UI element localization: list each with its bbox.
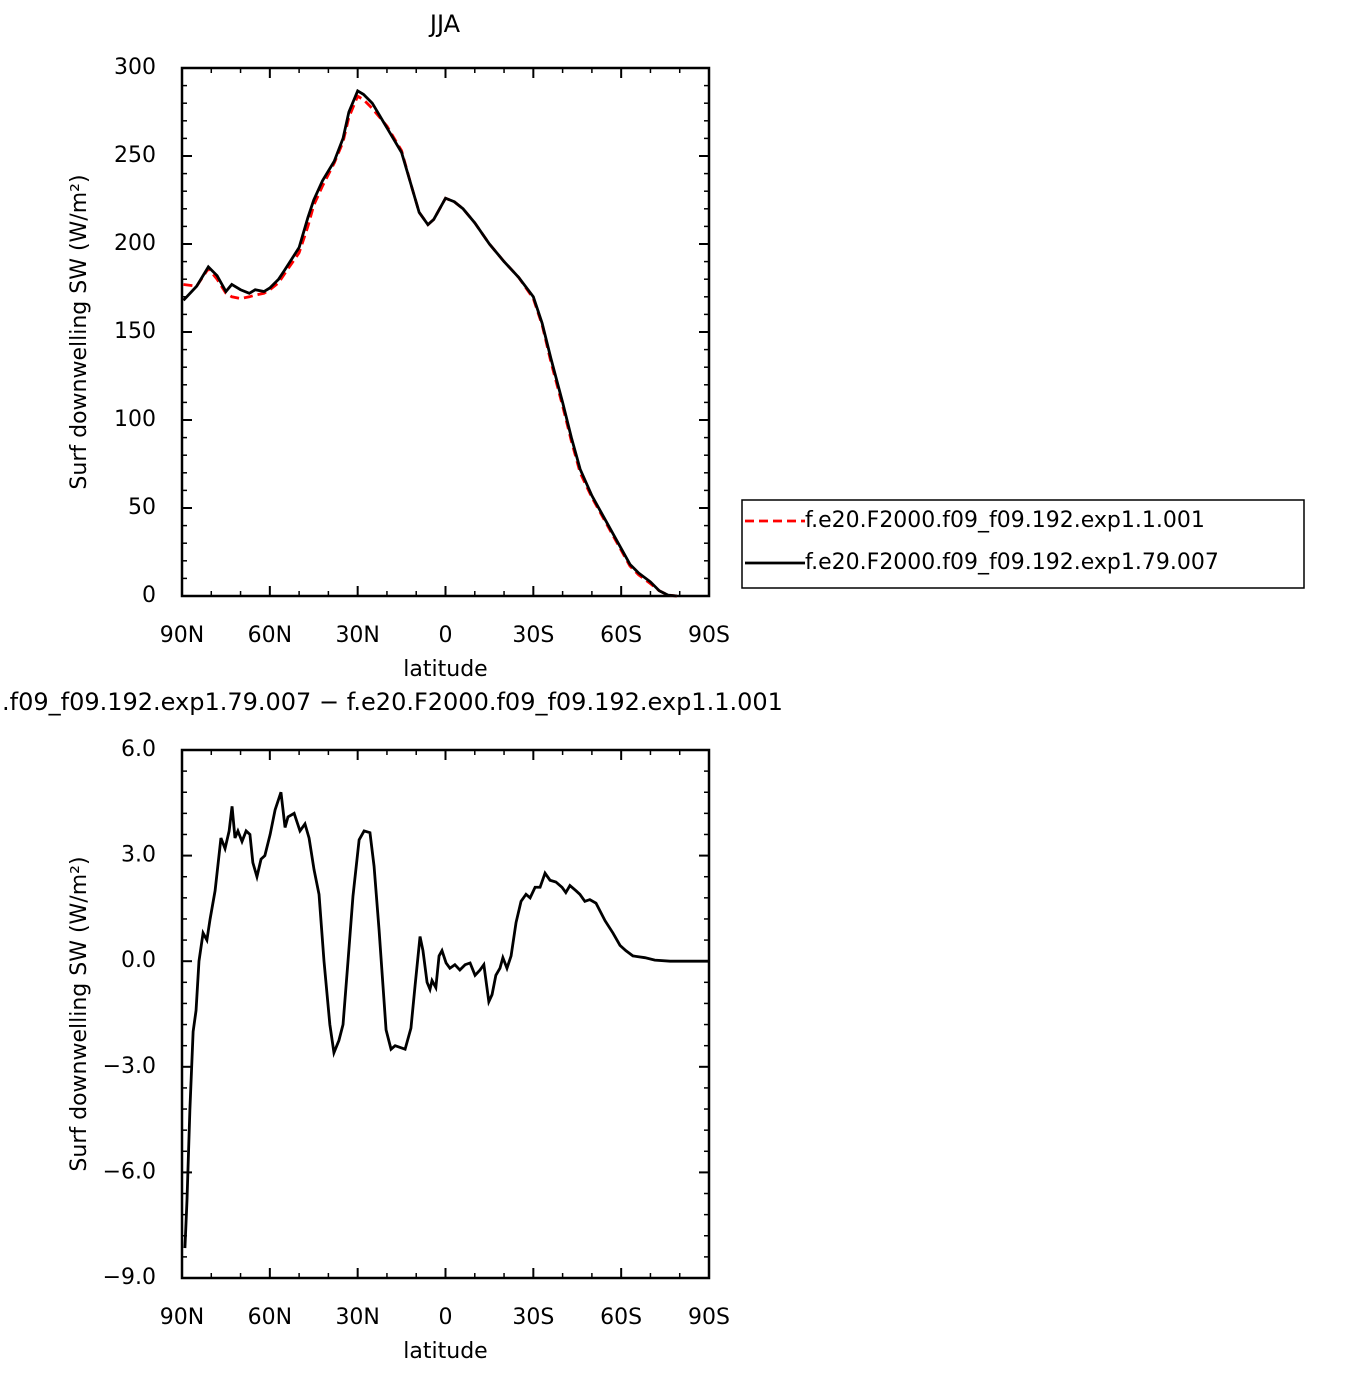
- x-tick-label: 60N: [248, 623, 292, 648]
- plot-frame: [180, 66, 711, 598]
- x-tick-label: 0: [439, 623, 453, 648]
- y-tick-label: −9.0: [103, 1265, 156, 1290]
- x-tick-label: 30S: [512, 623, 554, 648]
- plot-frame: [180, 748, 711, 1280]
- y-tick-label: −3.0: [103, 1054, 156, 1079]
- y-tick-label: 250: [114, 143, 156, 168]
- y-tick-label: −6.0: [103, 1159, 156, 1184]
- y-axis-label: Surf downwelling SW (W/m²): [67, 856, 92, 1171]
- y-tick-label: 3.0: [121, 843, 156, 868]
- y-tick-label: 150: [114, 319, 156, 344]
- x-tick-label: 90S: [688, 623, 730, 648]
- x-tick-label: 60S: [600, 1305, 642, 1330]
- x-tick-label: 90N: [160, 1305, 204, 1330]
- x-tick-label: 90N: [160, 623, 204, 648]
- x-axis-label: latitude: [403, 1339, 487, 1364]
- y-axis-label: Surf downwelling SW (W/m²): [67, 174, 92, 489]
- line-series: [183, 791, 709, 1249]
- x-tick-label: 60S: [600, 623, 642, 648]
- x-tick-label: 30N: [335, 623, 379, 648]
- chart-title: JJA: [428, 10, 461, 38]
- x-tick-label: 90S: [688, 1305, 730, 1330]
- chart-title: .f09_f09.192.exp1.79.007 − f.e20.F2000.f…: [2, 688, 783, 716]
- legend-label: f.e20.F2000.f09_f09.192.exp1.1.001: [805, 508, 1205, 533]
- y-tick-label: 200: [114, 231, 156, 256]
- y-tick-label: 300: [114, 55, 156, 80]
- y-tick-label: 6.0: [121, 737, 156, 762]
- y-tick-label: 0.0: [121, 948, 156, 973]
- x-tick-label: 30S: [512, 1305, 554, 1330]
- legend-label: f.e20.F2000.f09_f09.192.exp1.79.007: [805, 550, 1219, 575]
- line-series: [182, 88, 677, 598]
- x-axis-label: latitude: [403, 657, 487, 682]
- y-tick-label: 50: [128, 495, 156, 520]
- x-tick-label: 30N: [335, 1305, 379, 1330]
- x-tick-label: 0: [439, 1305, 453, 1330]
- line-series: [183, 94, 677, 598]
- y-tick-label: 100: [114, 407, 156, 432]
- legend-box: [741, 499, 1305, 589]
- y-tick-label: 0: [142, 583, 156, 608]
- x-tick-label: 60N: [248, 1305, 292, 1330]
